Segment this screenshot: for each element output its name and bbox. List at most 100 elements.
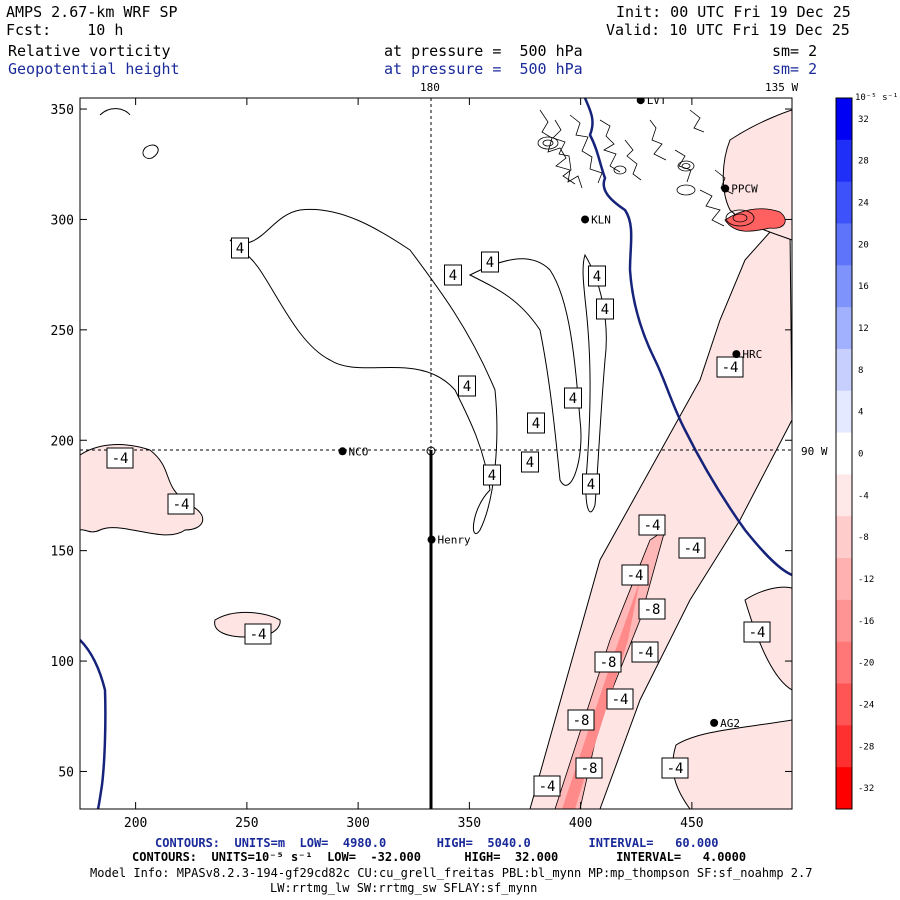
colorbar-tick-label: -8 [858,533,869,543]
y-tick-label: 50 [58,765,74,780]
footer-vort-contours: CONTOURS: UNITS=10⁻⁵ s⁻¹ LOW= -32.000 HI… [132,850,746,864]
colorbar-segment [836,767,852,810]
pole-marker [426,446,436,456]
contour-label: 4 [521,451,539,473]
station-marker [732,350,741,359]
colorbar-tick-label: -28 [858,742,874,752]
svg-text:-4: -4 [667,761,684,777]
height-contour-east [583,98,792,577]
svg-text:-4: -4 [612,692,629,708]
field2-smoothing: sm= 2 [772,60,818,78]
strong-vort-ne [724,208,786,232]
lon-label-180: 180 [420,81,440,94]
contour-label: -8 [638,598,666,620]
svg-text:4: 4 [569,391,577,407]
forecast-label: Fcst: 10 h [6,22,123,39]
svg-text:-8: -8 [581,761,598,777]
colorbar-tick-label: 28 [858,157,869,167]
svg-text:4: 4 [593,269,601,285]
colorbar-segment [836,516,852,559]
lon-label-90w: 90 W [801,445,828,458]
contour-label: -4 [631,641,659,663]
station-label: HRC [742,348,762,361]
model-title: AMPS 2.67-km WRF SP [6,3,178,21]
contour-label: -4 [743,621,771,643]
contour-label: 4 [588,265,606,287]
station-label: KLN [591,213,611,226]
neg-vort-blob-west [80,444,203,536]
pos-vort-contour-4 [99,108,131,116]
y-tick-label: 100 [51,655,74,670]
svg-text:4: 4 [463,379,471,395]
init-time: Init: 00 UTC Fri 19 Dec 25 [616,3,851,21]
footer-vort-interval: INTERVAL= 4.0000 [616,850,747,864]
svg-text:-4: -4 [684,541,701,557]
x-axis: 200 250 300 350 400 450 [124,98,704,831]
x-tick-label: 300 [346,816,369,831]
footer-height-info: CONTOURS: UNITS=m LOW= 4980.0 [155,836,387,850]
y-tick-label: 350 [51,103,74,118]
field1-smoothing: sm= 2 [772,42,818,60]
svg-text:4: 4 [601,302,609,318]
svg-text:-4: -4 [250,627,267,643]
footer-height-interval: INTERVAL= 60.000 [588,836,719,850]
colorbar-tick-label: 24 [858,199,869,209]
colorbar-tick-label: -24 [858,700,874,710]
colorbar-segment [836,98,852,141]
height-contour-west [80,639,107,809]
contour-label: -8 [567,709,595,731]
contour-label: -4 [661,757,689,779]
field2-level: at pressure = 500 hPa [384,60,583,78]
colorbar-segment [836,474,852,517]
fcst-value: 10 h [87,21,124,39]
svg-text:4: 4 [526,455,534,471]
colorbar-segment [836,139,852,183]
svg-text:-4: -4 [644,518,661,534]
contour-label: -4 [716,356,744,378]
colorbar-segment [836,390,852,434]
pos-vort-contour-1 [229,208,498,535]
colorbar-tick-label: -4 [858,491,869,501]
colorbar-segment [836,599,852,643]
colorbar-segment [836,683,852,726]
svg-text:4: 4 [488,468,496,484]
contour-label: 4 [564,387,582,409]
contour-label: -4 [533,775,561,797]
station-label: AG2 [720,717,740,730]
contour-label: -4 [244,623,272,645]
footer-height-contours: CONTOURS: UNITS=m LOW= 4980.0 HIGH= 5040… [155,836,719,850]
svg-text:4: 4 [236,241,244,257]
colorbar-segment [836,265,852,308]
field1-level: at pressure = 500 hPa [384,42,583,60]
footer-vort-info: CONTOURS: UNITS=10⁻⁵ s⁻¹ LOW= -32.000 [132,850,421,864]
station-marker [710,718,719,727]
station-marker [581,215,590,224]
station-marker [636,98,645,105]
svg-text:-4: -4 [627,568,644,584]
colorbar-tick-label: 4 [858,408,863,418]
contour-label: 4 [527,412,545,434]
valid-time: Valid: 10 UTC Fri 19 Dec 25 [606,21,850,39]
svg-text:-4: -4 [539,779,556,795]
field1-name: Relative vorticity [8,42,171,60]
station-label: LVT [647,94,667,107]
pos-vort-contour-5 [142,144,159,159]
svg-text:-4: -4 [112,451,129,467]
ne-jagged-contours [537,109,755,227]
contour-label: 4 [458,375,476,397]
contour-label: -4 [678,537,706,559]
footer-height-high: HIGH= 5040.0 [436,836,531,850]
x-tick-label: 400 [569,816,592,831]
colorbar-segment [836,223,852,266]
contour-label: -4 [638,514,666,536]
svg-text:-4: -4 [722,360,739,376]
station-label: Henry [438,534,471,547]
colorbar-tick-label: 20 [858,240,869,250]
colorbar-tick-label: -12 [858,575,874,585]
y-axis: 50 100 150 200 250 300 350 [51,103,792,780]
colorbar-tick-label: 8 [858,366,863,376]
y-tick-label: 200 [51,434,74,449]
plot-frame [79,97,793,810]
svg-text:-4: -4 [749,625,766,641]
